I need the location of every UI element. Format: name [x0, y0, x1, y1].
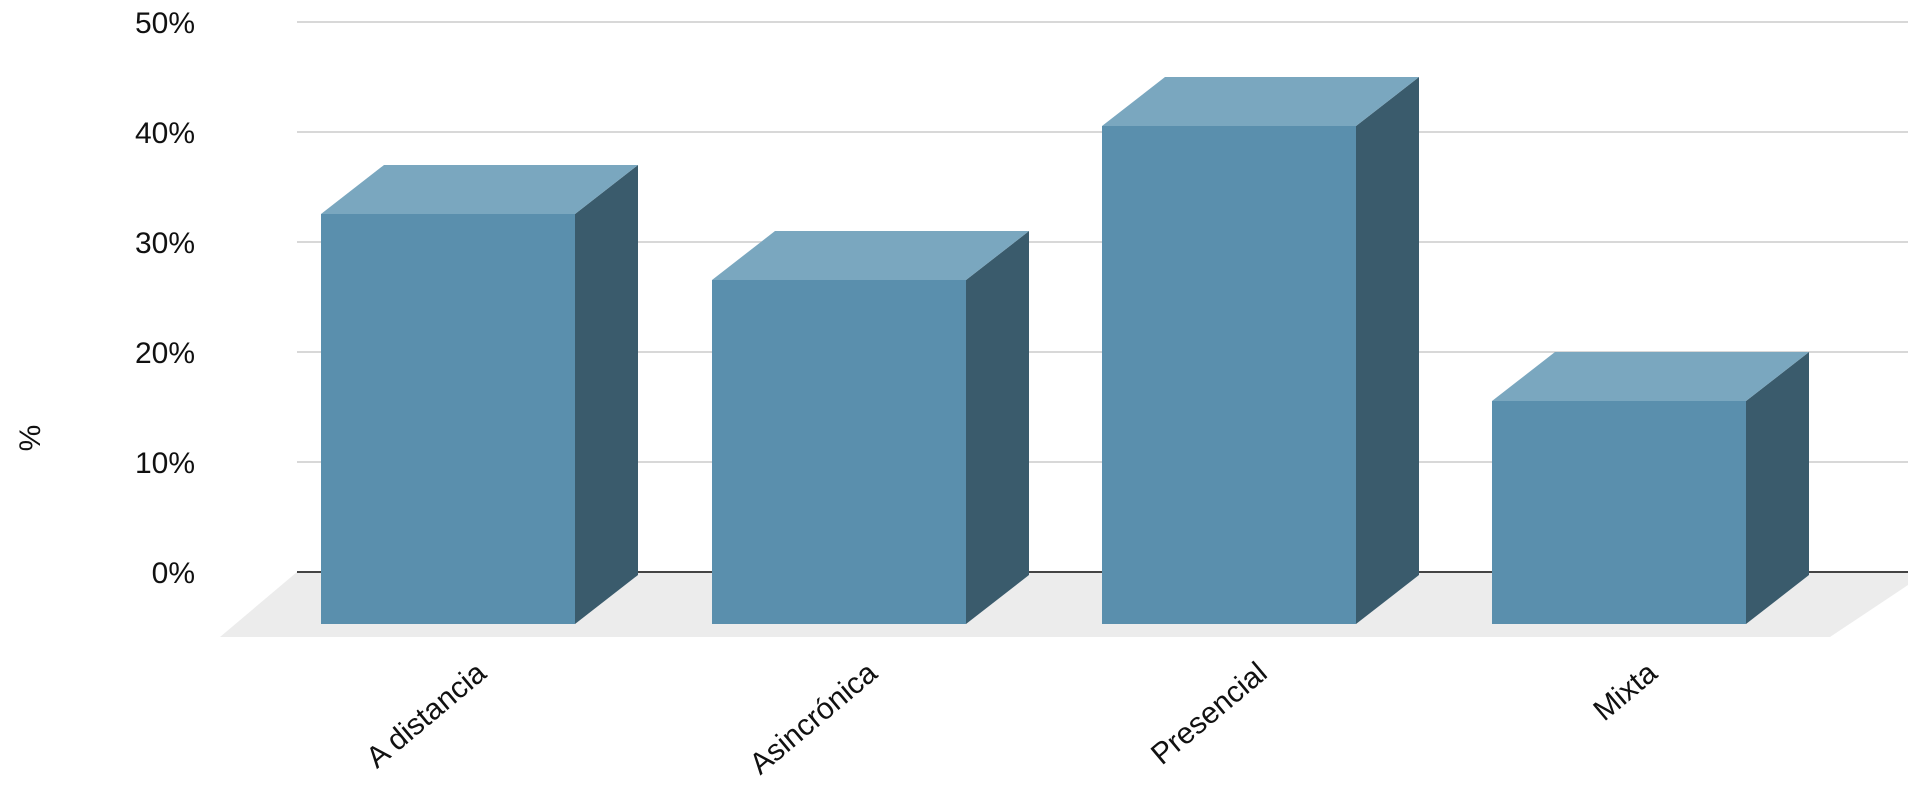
y-tick-label: 50% — [135, 7, 195, 40]
bar — [712, 231, 1029, 624]
bar — [1492, 352, 1809, 624]
y-tick-label: 20% — [135, 337, 195, 370]
x-axis-labels: A distancia Asincrónica Presencial Mixta — [360, 656, 1664, 781]
bar-top-face — [321, 165, 638, 214]
x-category-label: Mixta — [1587, 656, 1663, 728]
bar-front-face — [712, 280, 966, 624]
y-tick-label: 0% — [152, 557, 195, 590]
x-category-label: Asincrónica — [743, 656, 883, 781]
bar-side-face — [575, 165, 638, 624]
bar-front-face — [321, 214, 575, 624]
bar-front-face — [1102, 126, 1356, 624]
bar-side-face — [1356, 77, 1419, 624]
bar-top-face — [712, 231, 1029, 280]
bar-top-face — [1102, 77, 1419, 126]
y-tick-label: 40% — [135, 117, 195, 150]
bar — [321, 165, 638, 624]
x-category-label: Presencial — [1145, 656, 1274, 771]
y-axis-title: % — [14, 425, 47, 452]
y-tick-label: 30% — [135, 227, 195, 260]
bars — [321, 77, 1809, 624]
bar-side-face — [1746, 352, 1809, 624]
bar-front-face — [1492, 401, 1746, 624]
x-category-label: A distancia — [360, 656, 493, 775]
chart-floor — [220, 572, 1908, 637]
bar-top-face — [1492, 352, 1809, 401]
y-axis-ticks: 0% 10% 20% 30% 40% 50% — [135, 7, 195, 590]
bar — [1102, 77, 1419, 624]
bar-side-face — [966, 231, 1029, 624]
y-tick-label: 10% — [135, 447, 195, 480]
